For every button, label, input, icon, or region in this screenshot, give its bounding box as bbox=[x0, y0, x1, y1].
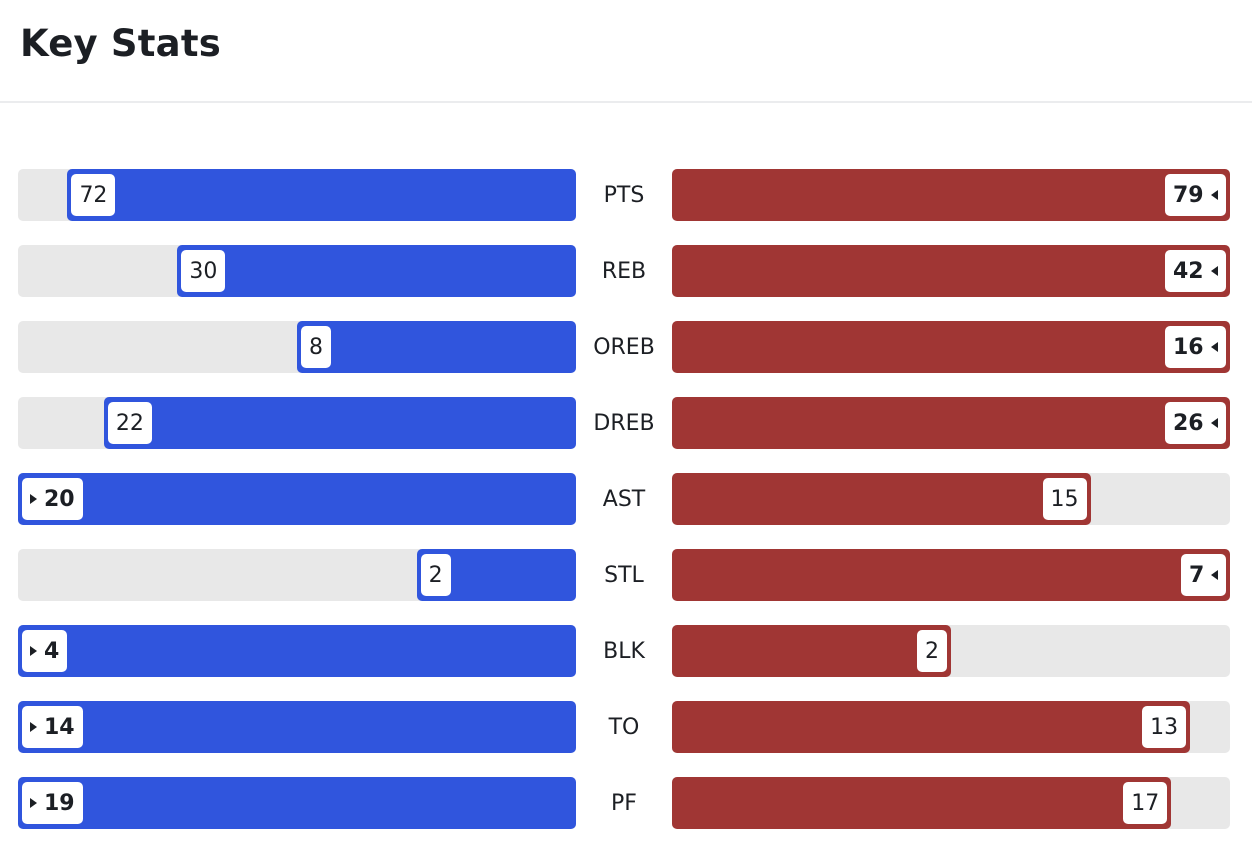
away-value-pill: 13 bbox=[1142, 706, 1187, 748]
away-value-pill: 15 bbox=[1042, 478, 1087, 520]
stat-label: PTS bbox=[603, 182, 645, 208]
home-bar bbox=[18, 777, 576, 829]
away-value: 2 bbox=[925, 638, 939, 664]
home-bar bbox=[18, 473, 576, 525]
lead-arrow-icon bbox=[1210, 266, 1218, 276]
away-value: 42 bbox=[1173, 258, 1204, 284]
away-bar bbox=[672, 625, 951, 677]
lead-arrow-icon bbox=[30, 722, 37, 732]
away-value: 79 bbox=[1173, 182, 1204, 208]
away-bar bbox=[672, 397, 1230, 449]
home-value: 30 bbox=[189, 258, 218, 284]
lead-arrow-icon bbox=[1210, 190, 1218, 200]
lead-arrow-icon bbox=[1210, 342, 1218, 352]
home-value-pill: 2 bbox=[420, 554, 451, 596]
home-value: 14 bbox=[44, 714, 75, 740]
home-value-pill: 30 bbox=[181, 250, 226, 292]
stat-label: PF bbox=[611, 790, 637, 816]
away-bar bbox=[672, 549, 1230, 601]
home-value: 22 bbox=[115, 410, 144, 436]
home-bar bbox=[297, 321, 576, 373]
stat-label: REB bbox=[601, 258, 647, 284]
away-value-pill: 17 bbox=[1123, 782, 1168, 824]
away-value: 17 bbox=[1131, 790, 1160, 816]
lead-arrow-icon bbox=[30, 646, 37, 656]
home-value: 8 bbox=[309, 334, 323, 360]
home-value: 19 bbox=[44, 790, 75, 816]
stat-label: DREB bbox=[593, 410, 655, 436]
away-value-pill: 7 bbox=[1181, 554, 1227, 596]
away-value-pill: 26 bbox=[1165, 402, 1226, 444]
home-value: 2 bbox=[428, 562, 443, 588]
stat-label: OREB bbox=[593, 334, 655, 360]
away-value-pill: 79 bbox=[1165, 174, 1226, 216]
away-value: 15 bbox=[1050, 486, 1079, 512]
home-value-pill: 72 bbox=[71, 174, 116, 216]
stat-label: AST bbox=[602, 486, 646, 512]
home-value-pill: 19 bbox=[22, 782, 83, 824]
away-bar bbox=[672, 701, 1191, 753]
lead-arrow-icon bbox=[30, 494, 37, 504]
stat-label: STL bbox=[604, 562, 644, 588]
home-value: 20 bbox=[44, 486, 75, 512]
stat-label: BLK bbox=[603, 638, 645, 664]
lead-arrow-icon bbox=[1211, 570, 1219, 580]
home-value-pill: 8 bbox=[301, 326, 331, 368]
away-bar bbox=[672, 321, 1230, 373]
home-bar bbox=[18, 625, 576, 677]
home-bar bbox=[18, 701, 576, 753]
home-bar bbox=[67, 169, 576, 221]
home-value: 72 bbox=[79, 182, 108, 208]
page-title: Key Stats bbox=[20, 22, 221, 65]
stat-label: TO bbox=[608, 714, 640, 740]
away-value: 26 bbox=[1173, 410, 1204, 436]
lead-arrow-icon bbox=[1210, 418, 1218, 428]
home-value-pill: 20 bbox=[22, 478, 83, 520]
header: Key Stats bbox=[0, 0, 1252, 103]
away-value-pill: 16 bbox=[1165, 326, 1226, 368]
away-value: 16 bbox=[1173, 334, 1204, 360]
away-bar bbox=[672, 777, 1172, 829]
away-value: 7 bbox=[1189, 562, 1205, 588]
lead-arrow-icon bbox=[30, 798, 37, 808]
home-value-pill: 14 bbox=[22, 706, 83, 748]
away-bar bbox=[672, 473, 1091, 525]
home-value: 4 bbox=[44, 638, 60, 664]
away-value: 13 bbox=[1150, 714, 1179, 740]
away-value-pill: 2 bbox=[917, 630, 947, 672]
home-value-pill: 22 bbox=[107, 402, 152, 444]
away-bar bbox=[672, 169, 1230, 221]
home-bar bbox=[177, 245, 576, 297]
home-bar bbox=[103, 397, 576, 449]
away-value-pill: 42 bbox=[1165, 250, 1226, 292]
home-value-pill: 4 bbox=[22, 630, 68, 672]
away-bar bbox=[672, 245, 1230, 297]
